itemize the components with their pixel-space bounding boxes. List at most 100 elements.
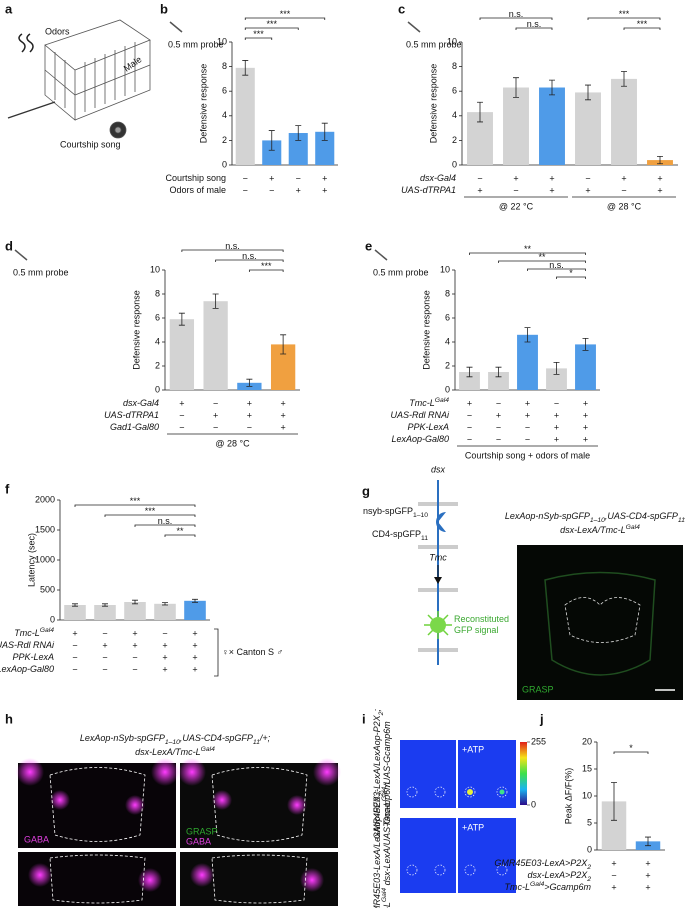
error-bar — [466, 366, 473, 378]
condition-sign: + — [496, 410, 501, 420]
note: ♀× Canton S ♂ — [222, 647, 283, 657]
significance-label: *** — [145, 506, 156, 516]
condition-sign: − — [554, 398, 559, 408]
y-tick-label: 1000 — [35, 554, 55, 564]
significance-label: *** — [253, 29, 264, 39]
y-tick-label: 6 — [445, 312, 450, 322]
condition-sign: + — [192, 652, 197, 662]
significance-bracket — [215, 259, 284, 262]
condition-sign: + — [657, 185, 662, 195]
condition-label: Odors of male — [169, 185, 226, 195]
condition-sign: − — [525, 434, 530, 444]
text-part: nsyb-spGFP — [363, 506, 413, 516]
condition-sign: − — [585, 173, 590, 183]
condition-sign: + — [280, 422, 285, 432]
genotype-line: dsx-LexA/Tmc-LGal4 — [560, 524, 640, 536]
y-tick-label: 8 — [155, 288, 160, 298]
y-tick-label: 8 — [222, 61, 227, 71]
significance-bracket — [244, 27, 299, 30]
condition-sign: − — [247, 422, 252, 432]
significance-label: * — [569, 268, 573, 278]
condition-label: UAS-dTRPA1 — [104, 410, 159, 420]
error-bar — [657, 155, 663, 165]
condition-sign: − — [467, 434, 472, 444]
y-tick-label: 10 — [150, 264, 160, 274]
condition-sign: − — [243, 173, 248, 183]
text-part: dsx-LexA/UAS-Gcamp6m — [382, 782, 392, 888]
bar — [546, 368, 567, 390]
text-part: 11 — [421, 535, 428, 542]
error-bar — [645, 836, 651, 847]
text-part: Gal4 — [530, 881, 545, 888]
confocal-images — [16, 758, 341, 906]
error-bar — [611, 782, 617, 821]
condition-sign: + — [549, 173, 554, 183]
y-tick-label: 4 — [222, 110, 227, 120]
y-tick-label: 2 — [222, 135, 227, 145]
error-bar — [212, 293, 219, 309]
condition-sign: − — [525, 422, 530, 432]
panel-letter: j — [539, 711, 544, 726]
text-part: UAS-dTRPA1 — [104, 410, 159, 420]
condition-sign: + — [280, 410, 285, 420]
condition-sign: − — [102, 628, 107, 638]
bar — [169, 319, 195, 390]
bar — [203, 301, 228, 390]
panel-letter: e — [365, 238, 372, 253]
grasp-diagram — [418, 480, 458, 665]
text-part: 11 — [253, 739, 260, 746]
y-tick-label: 6 — [222, 86, 227, 96]
significance-label: n.s. — [549, 260, 564, 270]
text-part: 1–10 — [590, 517, 605, 524]
significance-bracket — [498, 260, 586, 263]
image-label: GRASP — [186, 826, 218, 836]
probe-icon — [407, 21, 421, 33]
stimulus-label: +ATP — [462, 822, 484, 832]
colorbar-label: 0 — [531, 799, 536, 809]
y-tick-label: 0 — [445, 384, 450, 394]
genotype-line: Tmc-LGal4 dsx-LexA/UAS-Gcamp6m — [381, 782, 393, 908]
y-tick-label: 0 — [155, 384, 160, 394]
y-tick-label: 0 — [50, 614, 55, 624]
condition-sign: + — [162, 652, 167, 662]
text-part: /+; — [684, 511, 685, 521]
significance-label: ** — [538, 252, 546, 262]
bar — [503, 87, 529, 165]
text-part: LexAop-Gal80 — [391, 434, 449, 444]
y-tick-label: 2 — [445, 360, 450, 370]
text-part: Tmc-L — [14, 628, 40, 638]
error-bar — [582, 338, 589, 351]
significance-bracket — [613, 751, 649, 754]
y-tick-label: 0 — [452, 159, 457, 169]
text-part: PPK-LexA — [12, 652, 54, 662]
text-part: Gal4 — [435, 397, 450, 404]
y-axis-label: Defensive response — [428, 64, 438, 144]
condition-label: dsx-Gal4 — [420, 173, 456, 183]
condition-sign: + — [467, 398, 472, 408]
condition-sign: + — [583, 422, 588, 432]
significance-bracket — [587, 17, 661, 20]
y-tick-label: 6 — [155, 312, 160, 322]
significance-label: n.s. — [509, 9, 524, 19]
y-tick-label: 15 — [582, 763, 592, 773]
y-tick-label: 10 — [440, 264, 450, 274]
bar — [154, 603, 176, 620]
condition-sign: − — [132, 664, 137, 674]
text-part: GMR45E03-LexA>P2X — [494, 858, 588, 868]
condition-sign: + — [549, 185, 554, 195]
condition-sign: − — [496, 434, 501, 444]
probe-label: 0.5 mm probe — [373, 267, 429, 277]
signal-line: GFP signal — [454, 625, 498, 635]
significance-label: n.s. — [225, 241, 240, 251]
y-tick-label: 6 — [452, 86, 457, 96]
y-tick-label: 2 — [452, 135, 457, 145]
bar — [235, 67, 255, 165]
error-bar — [321, 122, 328, 141]
condition-sign: + — [583, 398, 588, 408]
signal-label: Reconstituted GFP signal — [454, 614, 509, 635]
condition-sign: + — [583, 434, 588, 444]
condition-label: GMR45E03-LexA>P2X2 — [494, 858, 591, 870]
significance-bracket — [623, 27, 661, 30]
signal-line: Reconstituted — [454, 614, 509, 624]
